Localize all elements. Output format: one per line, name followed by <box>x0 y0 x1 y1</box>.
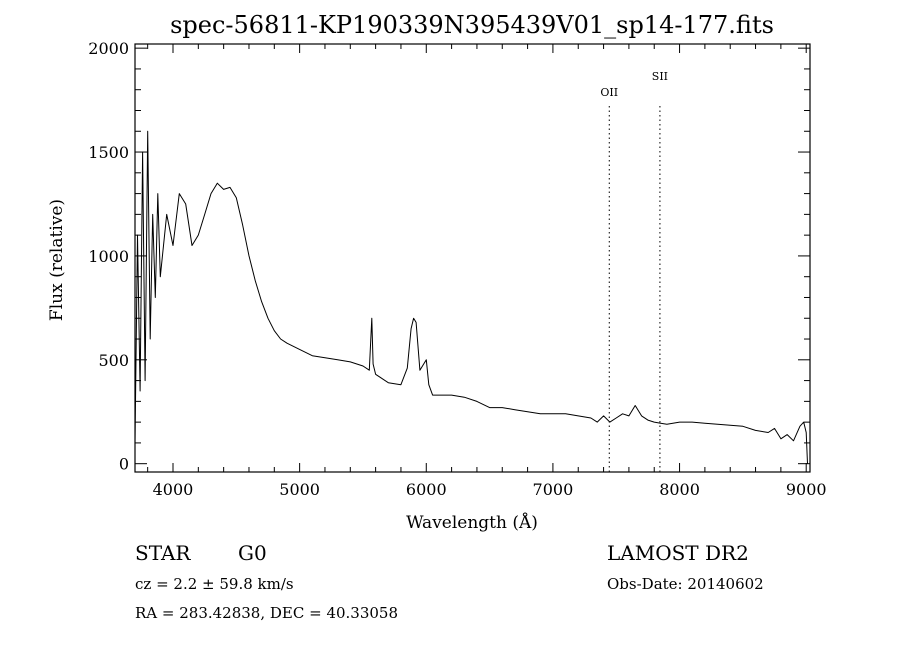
line-markers: OII SII <box>600 70 668 472</box>
x-tick-label: 7000 <box>533 480 574 499</box>
plot-frame <box>134 43 811 473</box>
x-axis-label: Wavelength (Å) <box>406 512 538 533</box>
obs-date: Obs-Date: 20140602 <box>607 575 764 593</box>
x-tick-label: 9000 <box>786 480 827 499</box>
series-group <box>134 130 808 464</box>
x-tick-label: 4000 <box>153 480 194 499</box>
y-tick-label: 2000 <box>88 39 129 58</box>
x-tick-label: 5000 <box>279 480 320 499</box>
chart-title: spec-56811-KP190339N395439V01_sp14-177.f… <box>170 11 774 39</box>
axis-ticks: 4000 5000 6000 7000 8000 9000 0 500 1000 1500 2000 <box>88 39 826 499</box>
spectrum-line <box>134 130 808 464</box>
line-marker-label: SII <box>652 70 668 83</box>
y-axis-label: Flux (relative) <box>47 199 67 321</box>
redshift-text: cz = 2.2 ± 59.8 km/s <box>135 575 294 593</box>
y-tick-label: 0 <box>119 455 129 474</box>
y-tick-label: 1000 <box>88 247 129 266</box>
x-tick-label: 8000 <box>659 480 700 499</box>
object-subclass: G0 <box>238 541 267 565</box>
survey-name: LAMOST DR2 <box>607 541 749 565</box>
object-class: STAR <box>135 541 191 565</box>
y-tick-label: 1500 <box>88 143 129 162</box>
x-tick-label: 6000 <box>406 480 447 499</box>
y-tick-label: 500 <box>98 351 129 370</box>
line-marker-label: OII <box>600 86 618 99</box>
coordinates-text: RA = 283.42838, DEC = 40.33058 <box>135 604 399 622</box>
